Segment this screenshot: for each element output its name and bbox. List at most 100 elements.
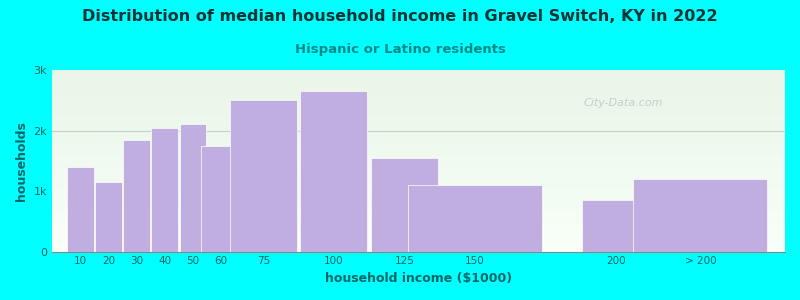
Bar	[52, 74, 785, 75]
Bar	[52, 177, 785, 179]
Bar	[52, 83, 785, 85]
Bar	[52, 152, 785, 154]
Bar	[52, 239, 785, 241]
Bar	[52, 72, 785, 74]
Bar	[52, 215, 785, 217]
Bar	[52, 70, 785, 72]
Bar	[52, 112, 785, 114]
Bar	[301, 91, 367, 252]
Bar	[52, 94, 785, 95]
Bar	[52, 116, 785, 117]
Bar	[52, 163, 785, 164]
Bar	[52, 137, 785, 139]
Bar	[52, 183, 785, 184]
Bar	[52, 79, 785, 81]
Bar	[52, 81, 785, 83]
Bar	[52, 110, 785, 112]
Bar	[52, 150, 785, 152]
Bar	[52, 101, 785, 103]
Bar	[52, 161, 785, 163]
Bar	[52, 228, 785, 230]
Bar	[52, 188, 785, 190]
Bar	[52, 172, 785, 173]
Bar	[123, 140, 150, 252]
Bar	[95, 182, 122, 252]
Bar	[52, 168, 785, 170]
Bar	[52, 154, 785, 155]
Y-axis label: households: households	[15, 121, 28, 201]
Bar	[52, 195, 785, 197]
Bar	[582, 200, 650, 252]
Bar	[52, 119, 785, 121]
Bar	[52, 108, 785, 110]
Bar	[52, 221, 785, 223]
Bar	[52, 170, 785, 172]
Bar	[52, 97, 785, 99]
Bar	[52, 148, 785, 150]
Text: Hispanic or Latino residents: Hispanic or Latino residents	[294, 44, 506, 56]
Bar	[52, 126, 785, 128]
Bar	[52, 88, 785, 90]
X-axis label: household income ($1000): household income ($1000)	[325, 272, 512, 285]
Bar	[52, 173, 785, 175]
Bar	[52, 192, 785, 194]
Bar	[52, 184, 785, 186]
Bar	[52, 208, 785, 210]
Bar	[52, 197, 785, 199]
Bar	[52, 230, 785, 232]
Bar	[52, 199, 785, 201]
Bar	[52, 159, 785, 161]
Bar	[52, 142, 785, 144]
Bar	[52, 210, 785, 212]
Bar	[52, 217, 785, 219]
Bar	[52, 106, 785, 108]
Bar	[52, 164, 785, 166]
Bar	[52, 179, 785, 181]
Bar	[52, 244, 785, 246]
Bar	[52, 219, 785, 221]
Text: City-Data.com: City-Data.com	[584, 98, 663, 108]
Bar	[52, 237, 785, 239]
Bar	[52, 114, 785, 116]
Bar	[180, 124, 206, 252]
Bar	[52, 181, 785, 183]
Text: Distribution of median household income in Gravel Switch, KY in 2022: Distribution of median household income …	[82, 9, 718, 24]
Bar	[52, 124, 785, 126]
Bar	[52, 139, 785, 141]
Bar	[52, 232, 785, 233]
Bar	[52, 206, 785, 208]
Bar	[52, 246, 785, 248]
Bar	[201, 146, 242, 252]
Bar	[52, 242, 785, 244]
Bar	[52, 201, 785, 203]
Bar	[52, 175, 785, 177]
Bar	[52, 130, 785, 132]
Bar	[52, 223, 785, 224]
Bar	[52, 117, 785, 119]
Bar	[634, 179, 767, 252]
Bar	[52, 190, 785, 192]
Bar	[52, 186, 785, 188]
Bar	[151, 128, 178, 252]
Bar	[52, 86, 785, 88]
Bar	[52, 77, 785, 79]
Bar	[52, 103, 785, 104]
Bar	[67, 167, 94, 252]
Bar	[52, 132, 785, 134]
Bar	[52, 85, 785, 86]
Bar	[52, 146, 785, 148]
Bar	[52, 99, 785, 101]
Bar	[52, 128, 785, 130]
Bar	[408, 185, 542, 252]
Bar	[52, 248, 785, 250]
Bar	[52, 194, 785, 195]
Bar	[52, 135, 785, 137]
Bar	[230, 100, 297, 252]
Bar	[52, 241, 785, 242]
Bar	[52, 75, 785, 77]
Bar	[52, 235, 785, 237]
Bar	[52, 166, 785, 168]
Bar	[52, 95, 785, 97]
Bar	[52, 212, 785, 214]
Bar	[52, 144, 785, 146]
